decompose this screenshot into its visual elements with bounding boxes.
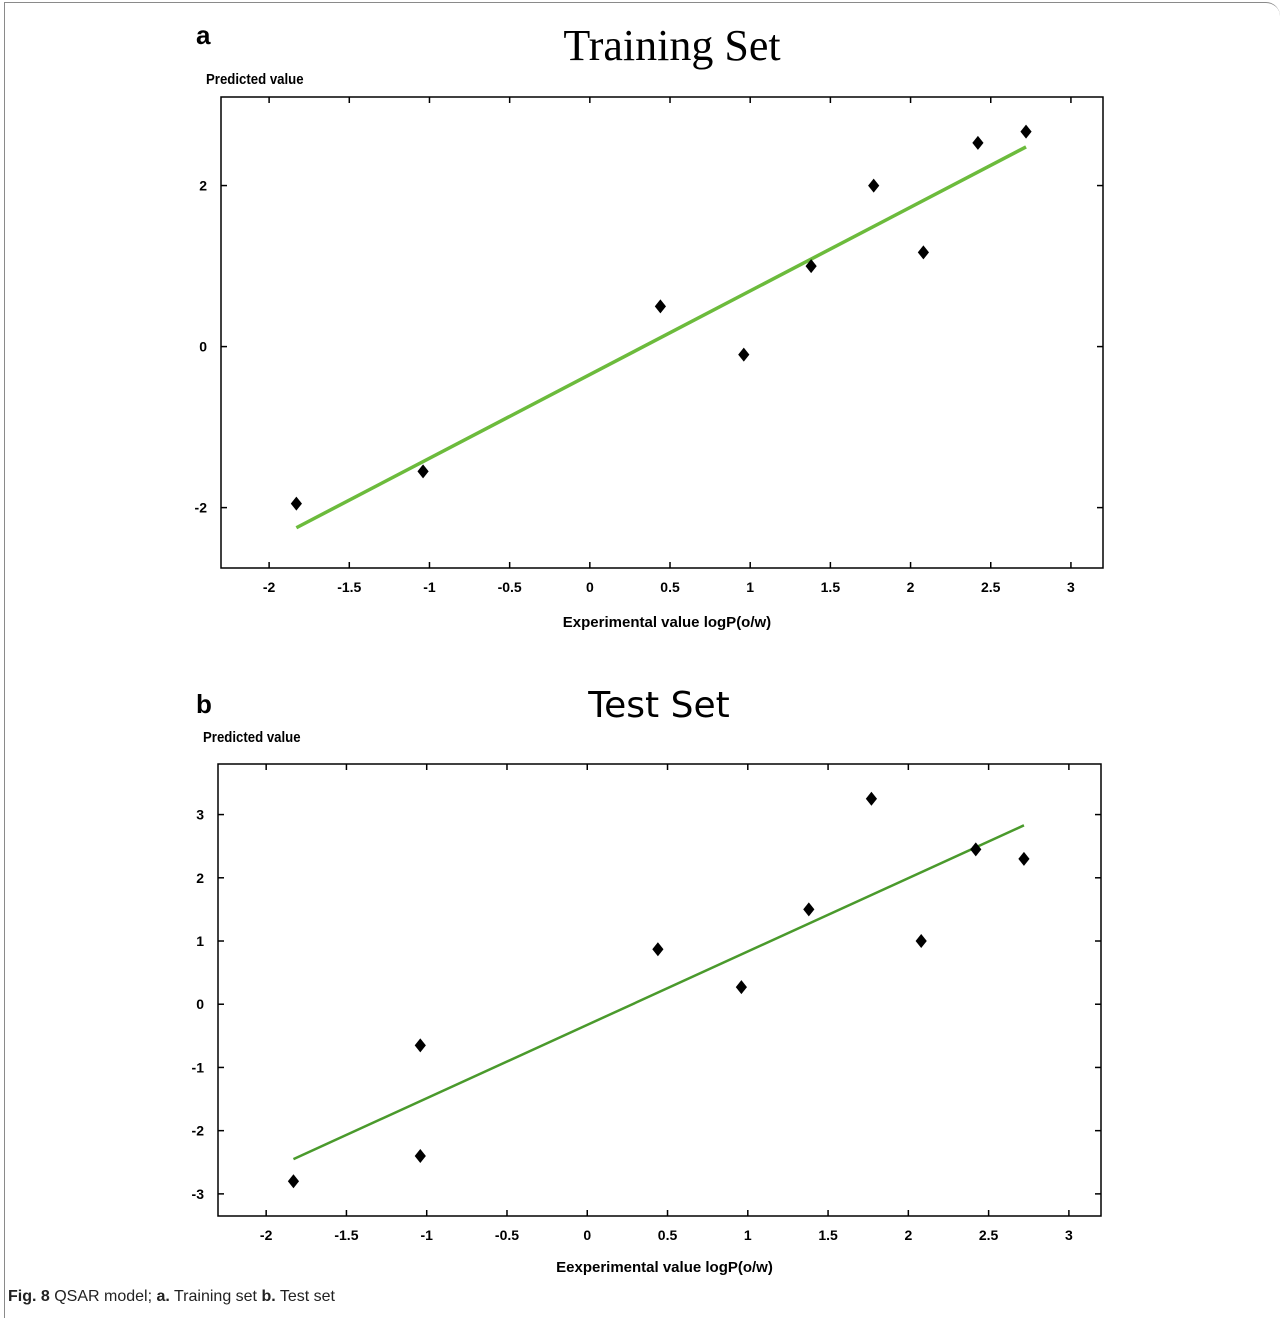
chart-b-ytick-label: 3 [196,807,204,823]
chart-b-data-point [970,842,982,857]
chart-b-xtick-label: 3 [1065,1227,1073,1243]
caption-b-label: b. [261,1288,276,1305]
caption-a-text: Training set [174,1288,257,1305]
chart-b-data-point [287,1174,300,1189]
chart-a-xtick-label: 1 [746,579,754,595]
chart-a-xtick-label: 1.5 [821,579,841,595]
caption-text: QSAR model; [54,1288,153,1305]
chart-a-data-point [738,347,750,362]
chart-a-xtick-label: 2 [907,579,915,595]
chart-b-xtick-label: 0 [583,1227,591,1243]
caption-label: Fig. 8 [8,1288,50,1305]
chart-a-data-point [654,299,666,314]
chart-a-xtick-label: -2 [263,579,276,595]
chart-b-xtick-label: -2 [260,1227,273,1243]
chart-b-data-point [865,791,878,806]
chart-b-title: Test Set [588,685,730,726]
chart-a-title: Training Set [563,21,781,70]
chart-a-xtick-label: 0.5 [660,579,680,595]
chart-a-xtick-label: 3 [1067,579,1075,595]
chart-b-ytick-label: 1 [196,933,204,949]
chart-b-ytick-label: -1 [192,1059,205,1075]
chart-a-xtick-label: 2.5 [981,579,1001,595]
chart-b-xtick-label: -1.5 [334,1227,358,1243]
chart-a-ytick-label: 0 [199,339,207,355]
chart-b-ytick-label: -2 [192,1123,205,1139]
chart-a-data-point [1020,124,1032,139]
chart-b-ytick-label: 2 [196,870,204,886]
chart-a-data-point [417,464,429,479]
chart-b-data-point [414,1038,426,1053]
chart-a-data-point [290,496,302,511]
chart-a-data-point [917,245,929,260]
chart-a-fit-line [295,145,1027,530]
chart-a-data-point [972,135,984,150]
chart-b-plot-frame [217,763,1102,1217]
chart-a-xtick-label: 0 [586,579,594,595]
chart-a-data-point [805,259,817,274]
chart-a-ytick-label: -2 [195,500,208,516]
chart-a-xtick-label: -0.5 [498,579,522,595]
figure-frame [4,2,1280,1318]
chart-b-data-point [414,1148,426,1163]
chart-a-xtick-label: -1 [423,579,436,595]
figure-caption: Fig. 8 QSAR model; a. Training set b. Te… [8,1288,335,1306]
chart-a-plot-frame [220,96,1104,569]
chart-b-xtick-label: -1 [420,1227,433,1243]
panel-b-letter: b [196,689,212,719]
chart-b-xtick-label: -0.5 [495,1227,519,1243]
chart-b-data-point [1018,851,1030,866]
chart-b-xtick-label: 1 [744,1227,752,1243]
chart-a-ylabel: Predicted value [206,71,304,88]
panel-a-letter: a [196,20,211,50]
chart-b-ylabel: Predicted value [203,729,301,746]
chart-b-ytick-label: -3 [192,1186,205,1202]
chart-b-xtick-label: 2 [904,1227,912,1243]
chart-a-xlabel: Experimental value logP(o/w) [563,614,771,631]
chart-b-data-point [915,934,927,949]
chart-b-fit-line [292,824,1025,1161]
chart-a-ytick-label: 2 [199,178,207,194]
chart-a-data-point [868,178,880,193]
chart-b-data-point [803,902,815,917]
chart-b-xtick-label: 2.5 [979,1227,999,1243]
caption-a-label: a. [156,1288,170,1305]
chart-b-data-point [735,980,747,995]
chart-a-xtick-label: -1.5 [337,579,361,595]
chart-b-xtick-label: 1.5 [818,1227,838,1243]
caption-b-text: Test set [279,1288,335,1305]
chart-b-xlabel: Eexperimental value logP(o/w) [556,1259,773,1276]
chart-b-data-point [652,942,664,957]
chart-b-xtick-label: 0.5 [658,1227,678,1243]
chart-b-ytick-label: 0 [196,996,204,1012]
